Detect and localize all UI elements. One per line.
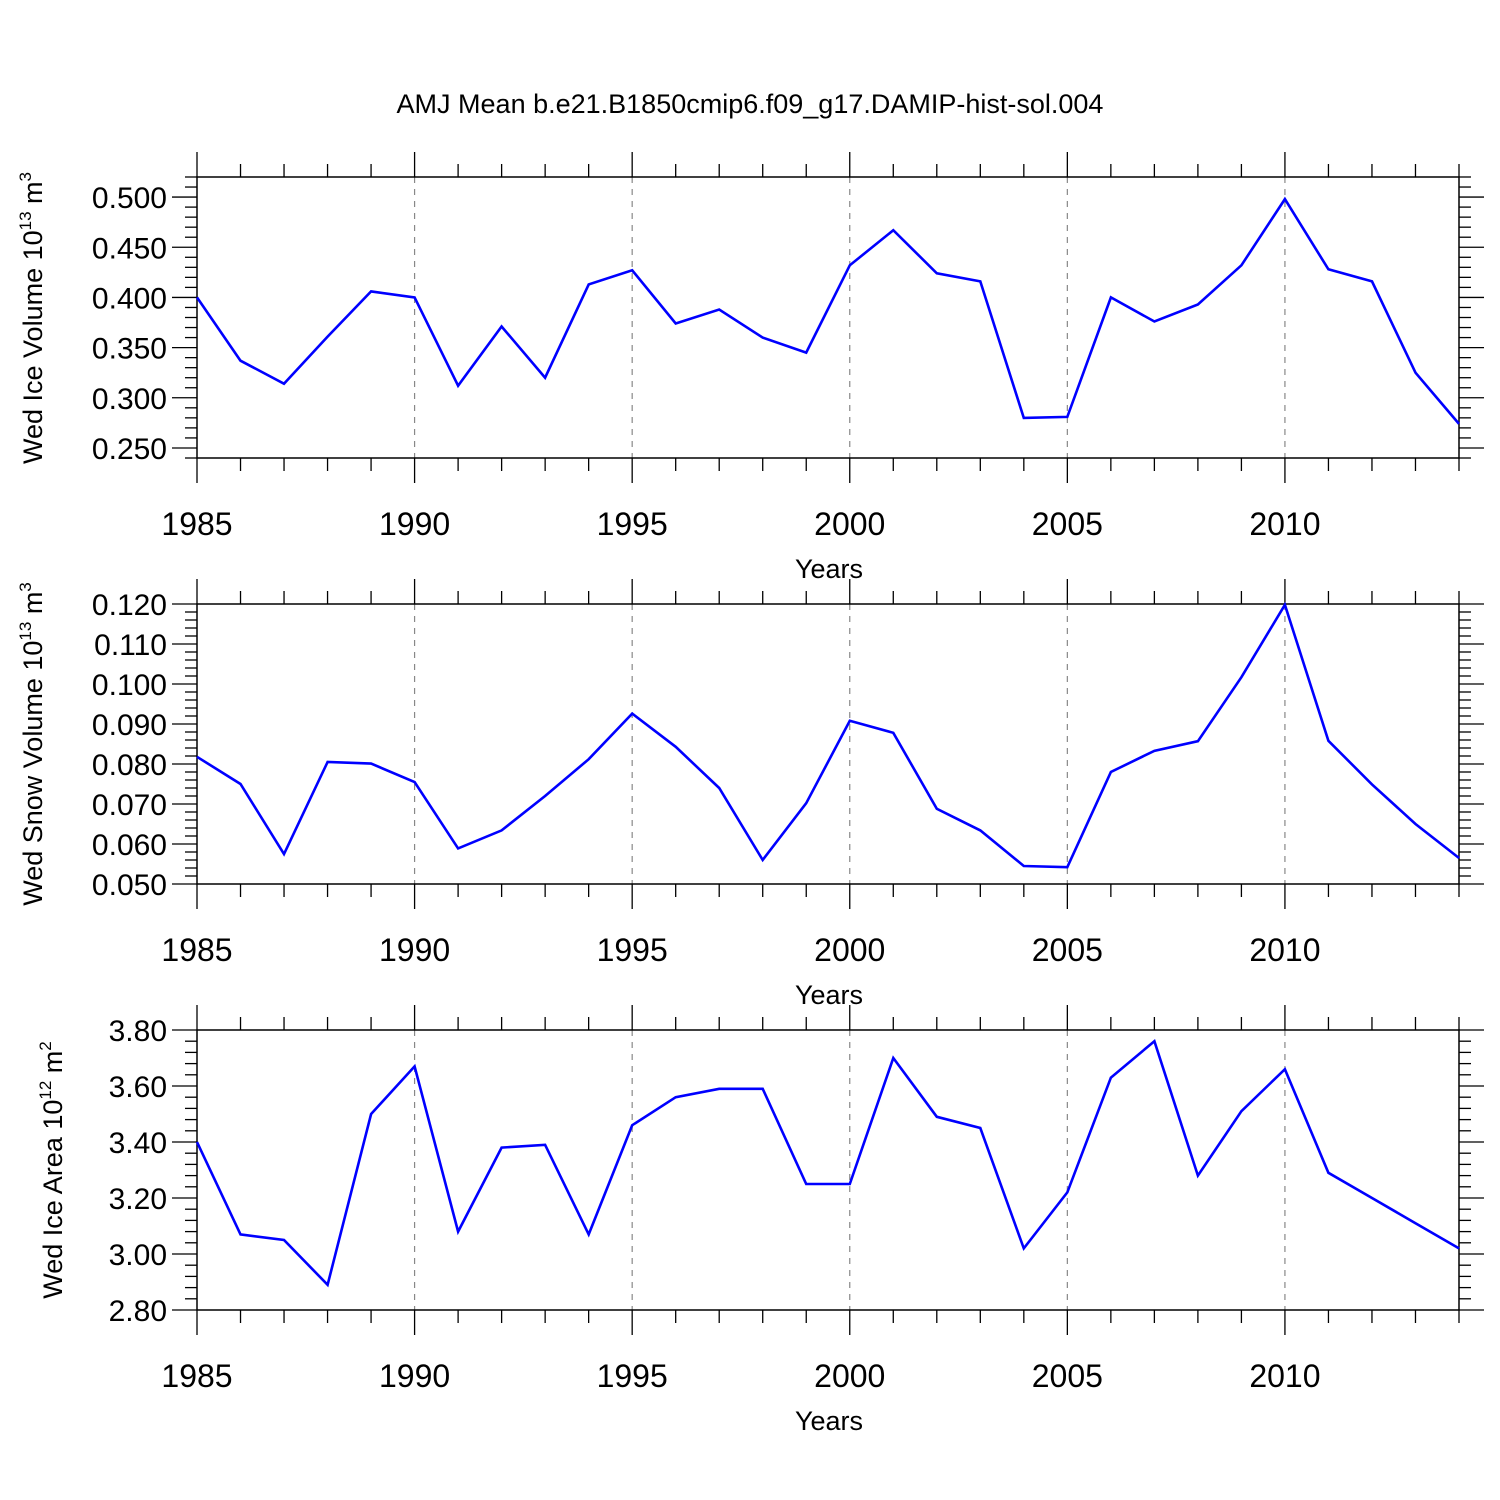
y-tick-label: 0.110 <box>94 629 167 662</box>
y-tick-label: 0.450 <box>92 232 167 265</box>
y-tick-label: 0.100 <box>92 669 167 702</box>
x-axis-label: Years <box>795 1406 863 1436</box>
x-tick-label: 1995 <box>597 1358 668 1394</box>
y-tick-label: 0.060 <box>92 829 167 862</box>
y-tick-label: 3.80 <box>109 1015 167 1048</box>
chart-panel-2: 0.050 0.060 0.070 0.080 0.090 0.100 0.110 0.120… <box>16 579 1484 1010</box>
x-tick-label: 2000 <box>814 932 885 968</box>
y-tick-label: 3.20 <box>109 1183 167 1216</box>
y-tick-label: 0.120 <box>92 589 167 622</box>
x-axis-label: Years <box>795 554 863 584</box>
y-tick-label: 0.080 <box>92 749 167 782</box>
y-tick-label: 0.070 <box>92 789 167 822</box>
x-tick-label: 2010 <box>1249 932 1320 968</box>
figure-title: AMJ Mean b.e21.B1850cmip6.f09_g17.DAMIP-… <box>397 89 1104 119</box>
y-tick-label: 0.500 <box>92 182 167 215</box>
plot-frame <box>196 1029 1460 1311</box>
x-tick-label: 1985 <box>161 1358 232 1394</box>
x-tick-label: 2005 <box>1032 506 1103 542</box>
chart-panel-3: 2.80 3.00 3.20 3.40 3.60 3.80 1985 1990 1995 2000… <box>36 1005 1484 1436</box>
y-tick-label: 0.400 <box>92 282 167 315</box>
x-tick-label: 1990 <box>379 506 450 542</box>
series-line <box>195 1038 1460 1288</box>
y-tick-label: 0.090 <box>92 709 167 742</box>
x-tick-label: 2010 <box>1249 1358 1320 1394</box>
x-tick-label: 1995 <box>597 932 668 968</box>
series-line <box>196 601 1460 869</box>
x-tick-label: 2005 <box>1032 1358 1103 1394</box>
y-tick-label: 0.300 <box>92 383 167 416</box>
y-tick-label: 3.00 <box>109 1239 167 1272</box>
plot-frame <box>196 176 1460 459</box>
x-axis-label: Years <box>795 980 863 1010</box>
y-axis-label: Wed Ice Volume 1013 m3 <box>16 172 48 464</box>
y-tick-label: 0.050 <box>92 869 167 902</box>
x-tick-label: 1985 <box>161 506 232 542</box>
x-tick-label: 2005 <box>1032 932 1103 968</box>
x-tick-label: 2000 <box>814 506 885 542</box>
series-line <box>195 196 1460 425</box>
y-tick-label: 0.250 <box>92 433 167 466</box>
x-tick-label: 1990 <box>379 932 450 968</box>
y-tick-label: 0.350 <box>92 333 167 366</box>
x-tick-label: 1990 <box>379 1358 450 1394</box>
x-tick-label: 2000 <box>814 1358 885 1394</box>
y-axis-label: Wed Ice Area 1012 m2 <box>36 1041 68 1299</box>
y-tick-label: 3.40 <box>109 1127 167 1160</box>
plot-frame <box>196 603 1460 885</box>
x-tick-label: 1995 <box>597 506 668 542</box>
x-tick-label: 2010 <box>1249 506 1320 542</box>
y-tick-label: 2.80 <box>109 1295 167 1328</box>
chart-panel-1: 0.250 0.300 0.350 0.400 0.450 0.500 1985 1990 19… <box>16 152 1484 584</box>
x-tick-label: 1985 <box>161 932 232 968</box>
y-tick-label: 3.60 <box>109 1071 167 1104</box>
y-axis-label: Wed Snow Volume 1013 m3 <box>16 582 48 906</box>
